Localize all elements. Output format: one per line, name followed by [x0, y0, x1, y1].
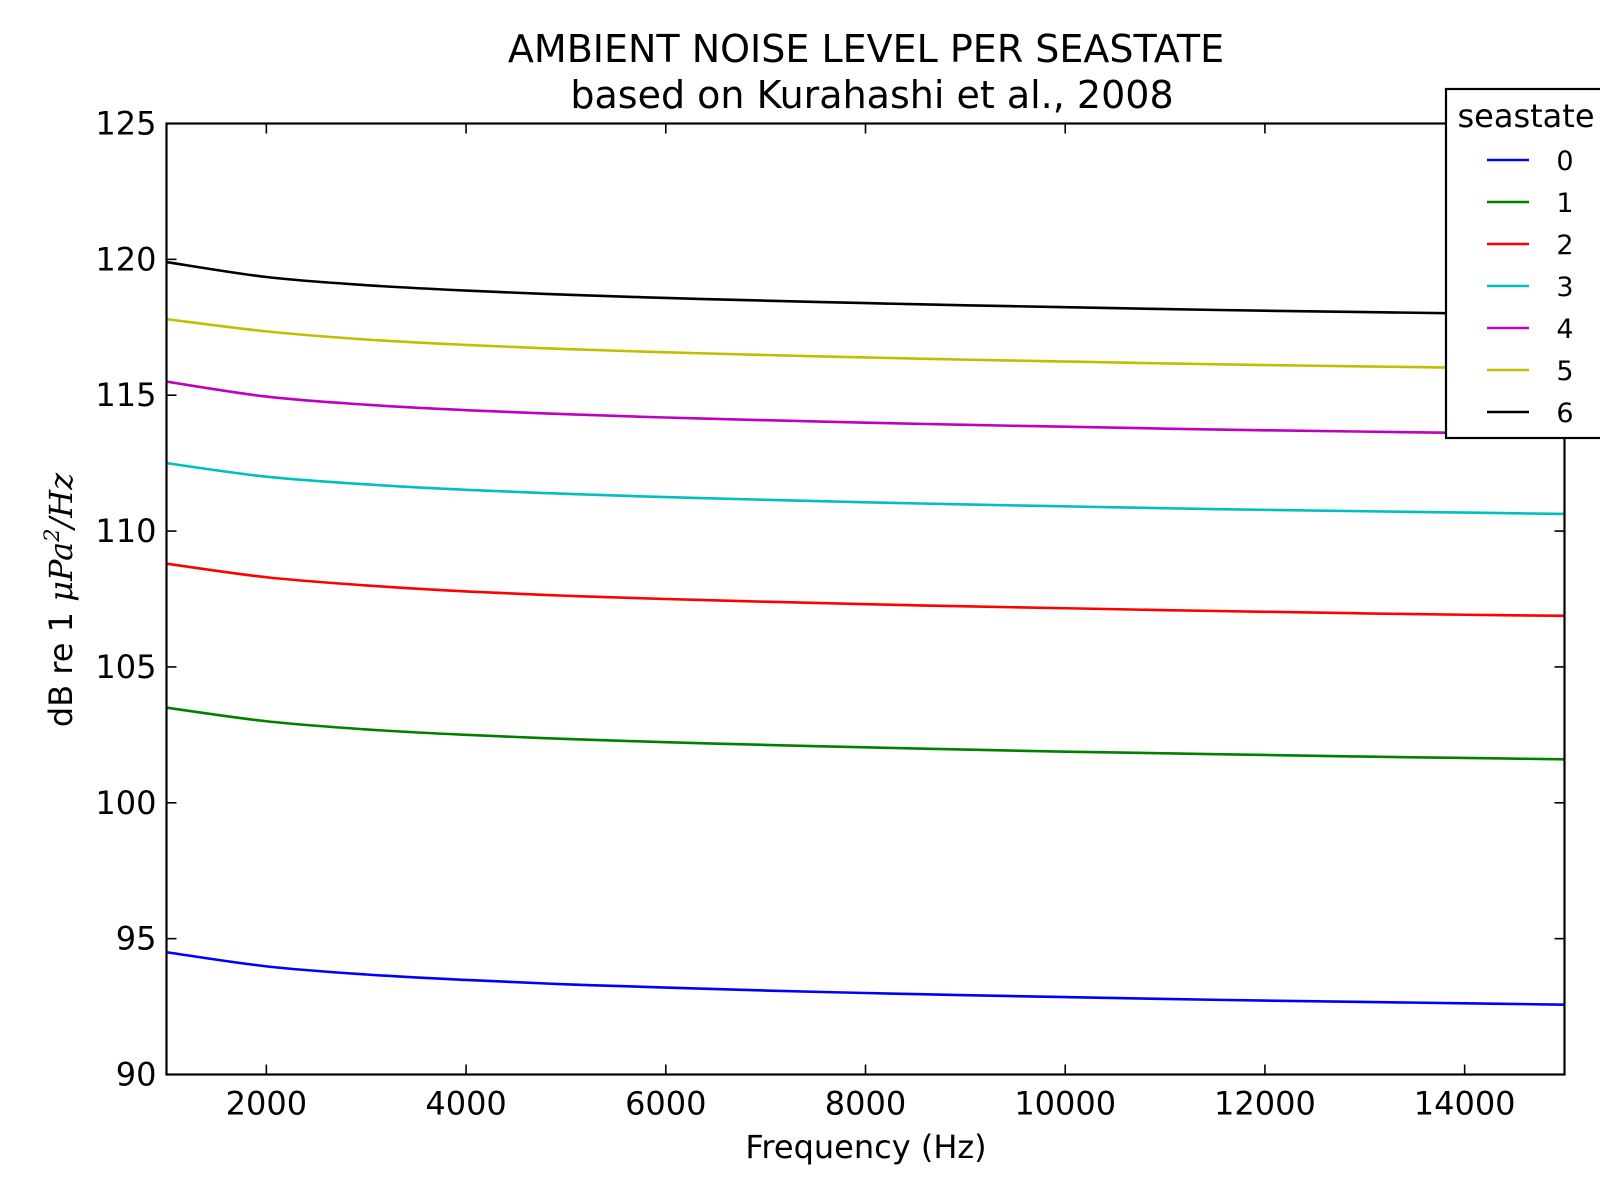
legend-title: seastate [1457, 97, 1594, 135]
chart-title: AMBIENT NOISE LEVEL PER SEASTATE [508, 27, 1224, 71]
legend-box [1444, 87, 1600, 440]
series-line-seastate-1 [166, 706, 1565, 761]
series-line-seastate-6 [166, 260, 1565, 317]
legend: seastate 0 1 2 3 4 5 6 [1444, 87, 1600, 440]
axis-ticks [166, 122, 1565, 1076]
series-line-seastate-5 [166, 317, 1565, 371]
axis-tick-labels: 2000 4000 6000 8000 10000 12000 14000 90 95 100 10… [95, 105, 1515, 1123]
x-tick-label: 8000 [825, 1085, 906, 1123]
legend-item-seastate-2: 2 [1487, 230, 1574, 261]
y-axis-label-math-sup: 2 [40, 528, 64, 542]
x-tick-label: 2000 [226, 1085, 307, 1123]
y-axis-label-prefix: dB re 1 [42, 602, 80, 727]
x-tick-label: 14000 [1414, 1085, 1516, 1123]
legend-label: 2 [1556, 230, 1573, 261]
legend-item-seastate-3: 3 [1487, 272, 1574, 303]
x-tick-label: 4000 [425, 1085, 506, 1123]
y-tick-label: 125 [95, 105, 156, 143]
series-line-seastate-2 [166, 562, 1565, 618]
legend-label: 5 [1556, 356, 1573, 387]
y-tick-label: 110 [95, 512, 156, 550]
y-tick-label: 105 [95, 648, 156, 686]
x-tick-label: 10000 [1014, 1085, 1116, 1123]
y-tick-label: 115 [95, 376, 156, 414]
y-tick-label: 95 [116, 920, 157, 958]
x-tick-label: 12000 [1214, 1085, 1316, 1123]
y-tick-label: 120 [95, 240, 156, 278]
legend-item-seastate-5: 5 [1487, 356, 1574, 387]
legend-item-seastate-0: 0 [1487, 146, 1574, 177]
plot-frame [165, 122, 1566, 1076]
series-line-seastate-3 [166, 461, 1565, 516]
legend-label: 3 [1556, 272, 1573, 303]
y-axis-label: dB re 1 μPa2/Hz [40, 472, 80, 727]
series-lines [166, 260, 1565, 1006]
series-line-seastate-4 [166, 380, 1565, 436]
legend-item-seastate-4: 4 [1487, 314, 1574, 345]
legend-items: 0 1 2 3 4 5 6 [1487, 146, 1574, 429]
x-axis-label: Frequency (Hz) [745, 1128, 986, 1166]
y-tick-label: 100 [95, 784, 156, 822]
chart-subtitle: based on Kurahashi et al., 2008 [570, 73, 1173, 117]
legend-label: 0 [1556, 146, 1573, 177]
y-axis-label-math-suffix: /Hz [42, 472, 80, 532]
legend-item-seastate-6: 6 [1487, 398, 1574, 429]
legend-label: 4 [1556, 314, 1573, 345]
y-axis-label-math: μPa [42, 542, 80, 602]
y-tick-label: 90 [116, 1056, 157, 1094]
legend-item-seastate-1: 1 [1487, 188, 1574, 219]
legend-label: 1 [1556, 188, 1573, 219]
legend-label: 6 [1556, 398, 1573, 429]
series-line-seastate-0 [166, 950, 1565, 1006]
x-tick-label: 6000 [625, 1085, 706, 1123]
